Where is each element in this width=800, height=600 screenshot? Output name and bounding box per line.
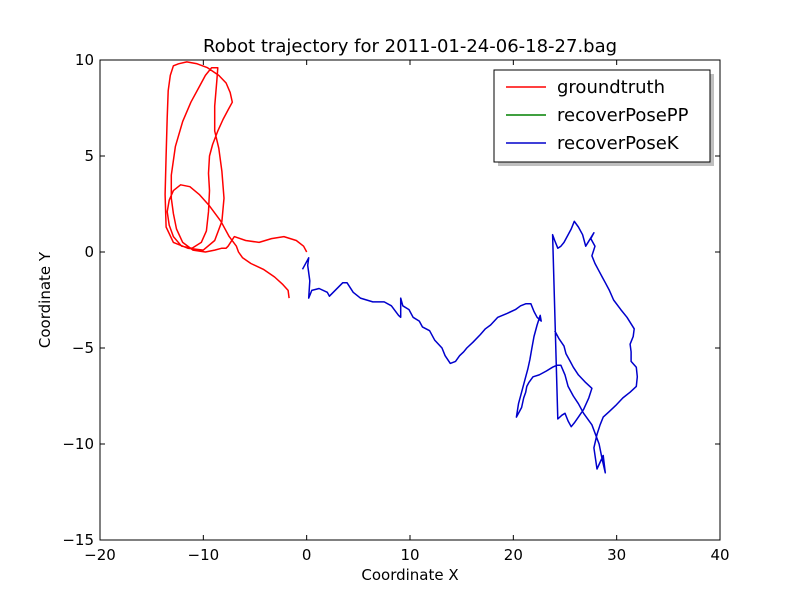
y-tick-label: 10 [75, 51, 94, 69]
x-tick-label: −10 [188, 546, 220, 564]
x-tick-label: 30 [607, 546, 626, 564]
axes: −20 −10 0 10 20 30 40 −15 −10 −5 0 5 10 [62, 51, 729, 564]
x-tick-label: 40 [710, 546, 729, 564]
y-tick-label: 0 [84, 243, 94, 261]
legend-label: recoverPoseK [557, 133, 680, 154]
y-tick-label: 5 [84, 147, 94, 165]
series-line-recoverPoseK [301, 220, 639, 474]
legend: groundtruth recoverPosePP recoverPoseK [493, 69, 714, 166]
plot-area [164, 61, 639, 474]
y-tick-label: −15 [62, 531, 94, 549]
x-tick-label: 10 [400, 546, 419, 564]
x-tick-label: 20 [504, 546, 523, 564]
legend-box [493, 69, 711, 163]
chart-title: Robot trajectory for 2011-01-24-06-18-27… [203, 36, 617, 57]
y-axis-label: Coordinate Y [36, 251, 54, 348]
legend-label: recoverPosePP [557, 105, 689, 126]
y-tick-label: −5 [72, 339, 94, 357]
series-line-groundtruth [164, 61, 308, 299]
x-tick-label: −20 [84, 546, 116, 564]
y-tick-label: −10 [62, 435, 94, 453]
x-tick-label: 0 [302, 546, 312, 564]
legend-label: groundtruth [557, 77, 665, 98]
x-axis-label: Coordinate X [361, 566, 458, 584]
